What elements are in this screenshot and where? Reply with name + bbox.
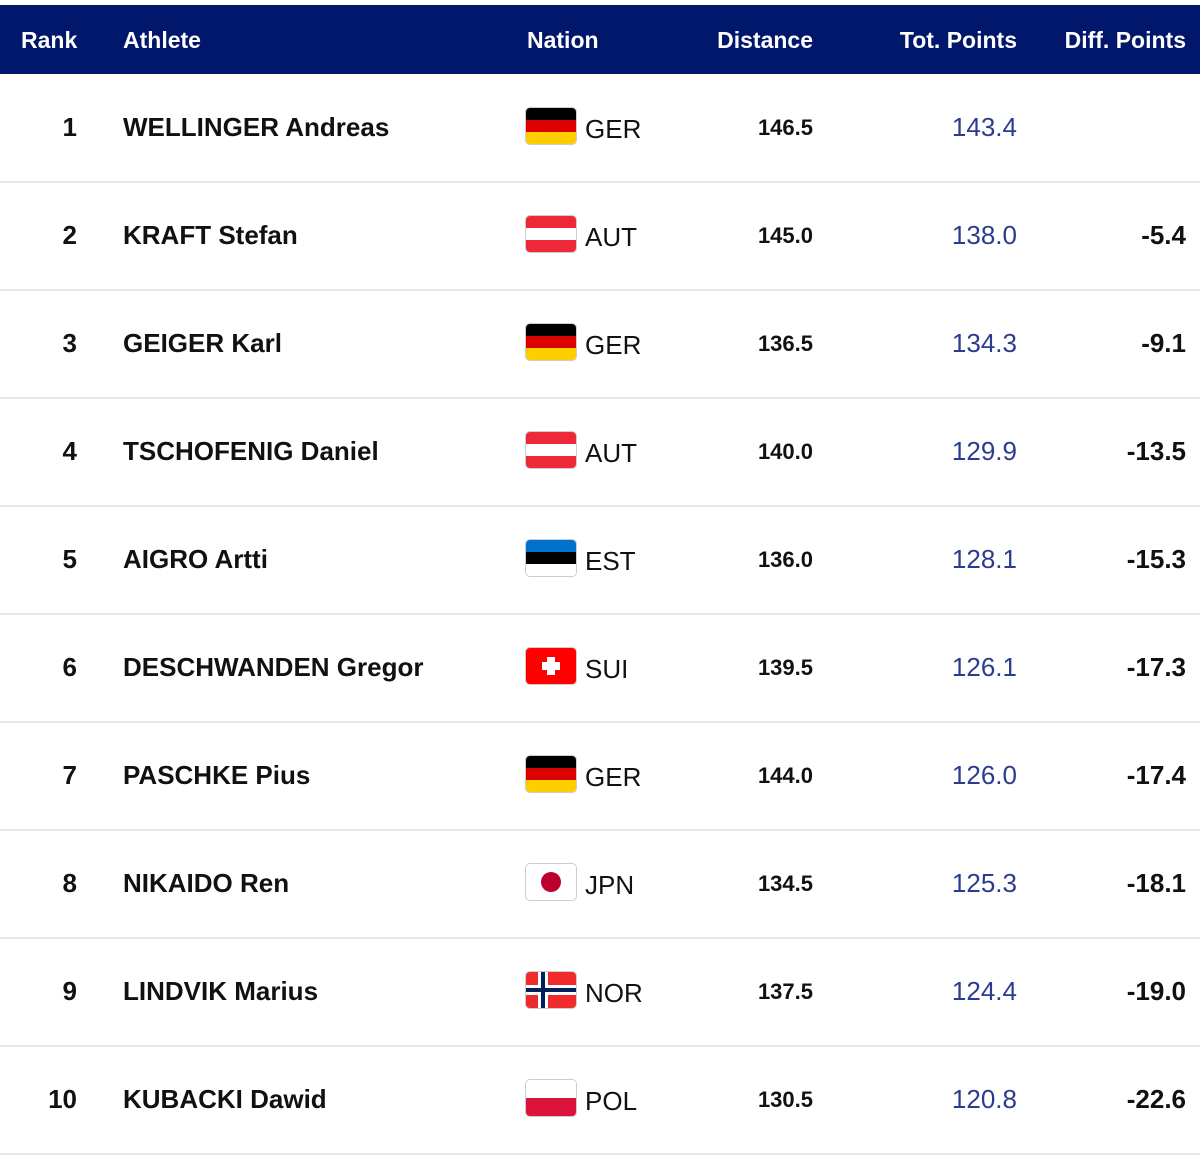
table-row[interactable]: 2 KRAFT Stefan AUT 145.0 138.0 -5.4	[0, 182, 1200, 291]
athlete-name[interactable]: AIGRO Artti	[123, 544, 268, 574]
distance: 145.0	[757, 223, 813, 248]
flag-ger-icon	[526, 756, 576, 792]
distance: 130.5	[757, 1087, 813, 1112]
header-nation[interactable]: Nation	[527, 27, 599, 53]
athlete-name[interactable]: PASCHKE Pius	[123, 760, 311, 790]
flag-pol-icon	[526, 1080, 576, 1116]
rank: 8	[62, 868, 77, 898]
rank: 4	[62, 436, 77, 466]
total-points: 126.1	[951, 652, 1017, 682]
header-tot-points[interactable]: Tot. Points	[899, 27, 1017, 53]
flag-sui-icon	[526, 648, 576, 684]
flag-nor-icon	[526, 972, 576, 1008]
nation-code: AUT	[585, 438, 637, 468]
flag-est-icon	[526, 540, 576, 576]
athlete-name[interactable]: KUBACKI Dawid	[123, 1084, 327, 1114]
nation-code: POL	[585, 1086, 638, 1116]
rank: 1	[62, 112, 77, 142]
distance: 137.5	[757, 979, 813, 1004]
flag-aut-icon	[526, 216, 576, 252]
athlete-name[interactable]: KRAFT Stefan	[123, 220, 298, 250]
table-header: Rank Athlete Nation Distance Tot. Points…	[0, 5, 1200, 74]
diff-points: -13.5	[1126, 436, 1186, 466]
athlete-name[interactable]: LINDVIK Marius	[123, 976, 319, 1006]
table-row[interactable]: 5 AIGRO Artti EST 136.0 128.1 -15.3	[0, 506, 1200, 615]
nation-code: AUT	[585, 222, 637, 252]
header-rank[interactable]: Rank	[21, 27, 78, 53]
flag-ger-icon	[526, 324, 576, 360]
table-row[interactable]: 1 WELLINGER Andreas GER 146.5 143.4	[0, 74, 1200, 183]
total-points: 129.9	[951, 436, 1017, 466]
total-points: 125.3	[951, 868, 1017, 898]
rank: 5	[62, 544, 77, 574]
rank: 6	[62, 652, 77, 682]
rank: 3	[62, 328, 77, 358]
distance: 140.0	[757, 439, 813, 464]
table-row[interactable]: 10 KUBACKI Dawid POL 130.5 120.8 -22.6	[0, 1046, 1200, 1155]
table-row[interactable]: 6 DESCHWANDEN Gregor SUI 139.5 126.1 -17…	[0, 614, 1200, 723]
total-points: 124.4	[951, 976, 1017, 1006]
total-points: 120.8	[951, 1084, 1017, 1114]
rank: 9	[62, 976, 77, 1006]
rank: 10	[48, 1084, 77, 1114]
table-row[interactable]: 8 NIKAIDO Ren JPN 134.5 125.3 -18.1	[0, 830, 1200, 939]
athlete-name[interactable]: NIKAIDO Ren	[123, 868, 290, 898]
table-row[interactable]: 3 GEIGER Karl GER 136.5 134.3 -9.1	[0, 290, 1200, 399]
total-points: 143.4	[951, 112, 1017, 142]
diff-points: -9.1	[1141, 328, 1186, 358]
athlete-name[interactable]: GEIGER Karl	[123, 328, 282, 358]
diff-points: -22.6	[1126, 1084, 1186, 1114]
diff-points: -19.0	[1126, 976, 1186, 1006]
total-points: 128.1	[951, 544, 1017, 574]
total-points: 134.3	[951, 328, 1017, 358]
athlete-name[interactable]: DESCHWANDEN Gregor	[123, 652, 424, 682]
table-row[interactable]: 7 PASCHKE Pius GER 144.0 126.0 -17.4	[0, 722, 1200, 831]
table-row[interactable]: 9 LINDVIK Marius NOR 137.5 124.4 -19.0	[0, 938, 1200, 1047]
distance: 134.5	[757, 871, 813, 896]
flag-aut-icon	[526, 432, 576, 468]
diff-points: -18.1	[1126, 868, 1186, 898]
header-distance[interactable]: Distance	[717, 27, 813, 53]
nation-code: JPN	[585, 870, 635, 900]
distance: 136.0	[757, 547, 813, 572]
total-points: 126.0	[951, 760, 1017, 790]
distance: 144.0	[757, 763, 813, 788]
nation-code: SUI	[585, 654, 629, 684]
header-diff-points[interactable]: Diff. Points	[1064, 27, 1186, 53]
diff-points: -17.3	[1126, 652, 1186, 682]
header-athlete[interactable]: Athlete	[123, 27, 201, 53]
rank: 2	[62, 220, 77, 250]
diff-points: -17.4	[1126, 760, 1186, 790]
nation-code: GER	[585, 330, 642, 360]
table-row[interactable]: 4 TSCHOFENIG Daniel AUT 140.0 129.9 -13.…	[0, 398, 1200, 507]
nation-code: GER	[585, 762, 642, 792]
nation-code: GER	[585, 114, 642, 144]
diff-points: -15.3	[1126, 544, 1186, 574]
athlete-name[interactable]: TSCHOFENIG Daniel	[123, 436, 379, 466]
nation-code: NOR	[585, 978, 643, 1008]
distance: 139.5	[757, 655, 813, 680]
athlete-name[interactable]: WELLINGER Andreas	[123, 112, 390, 142]
diff-points: -5.4	[1141, 220, 1186, 250]
nation-code: EST	[585, 546, 636, 576]
flag-jpn-icon	[526, 864, 576, 900]
distance: 146.5	[757, 115, 813, 140]
total-points: 138.0	[951, 220, 1017, 250]
distance: 136.5	[757, 331, 813, 356]
rank: 7	[62, 760, 77, 790]
flag-ger-icon	[526, 108, 576, 144]
